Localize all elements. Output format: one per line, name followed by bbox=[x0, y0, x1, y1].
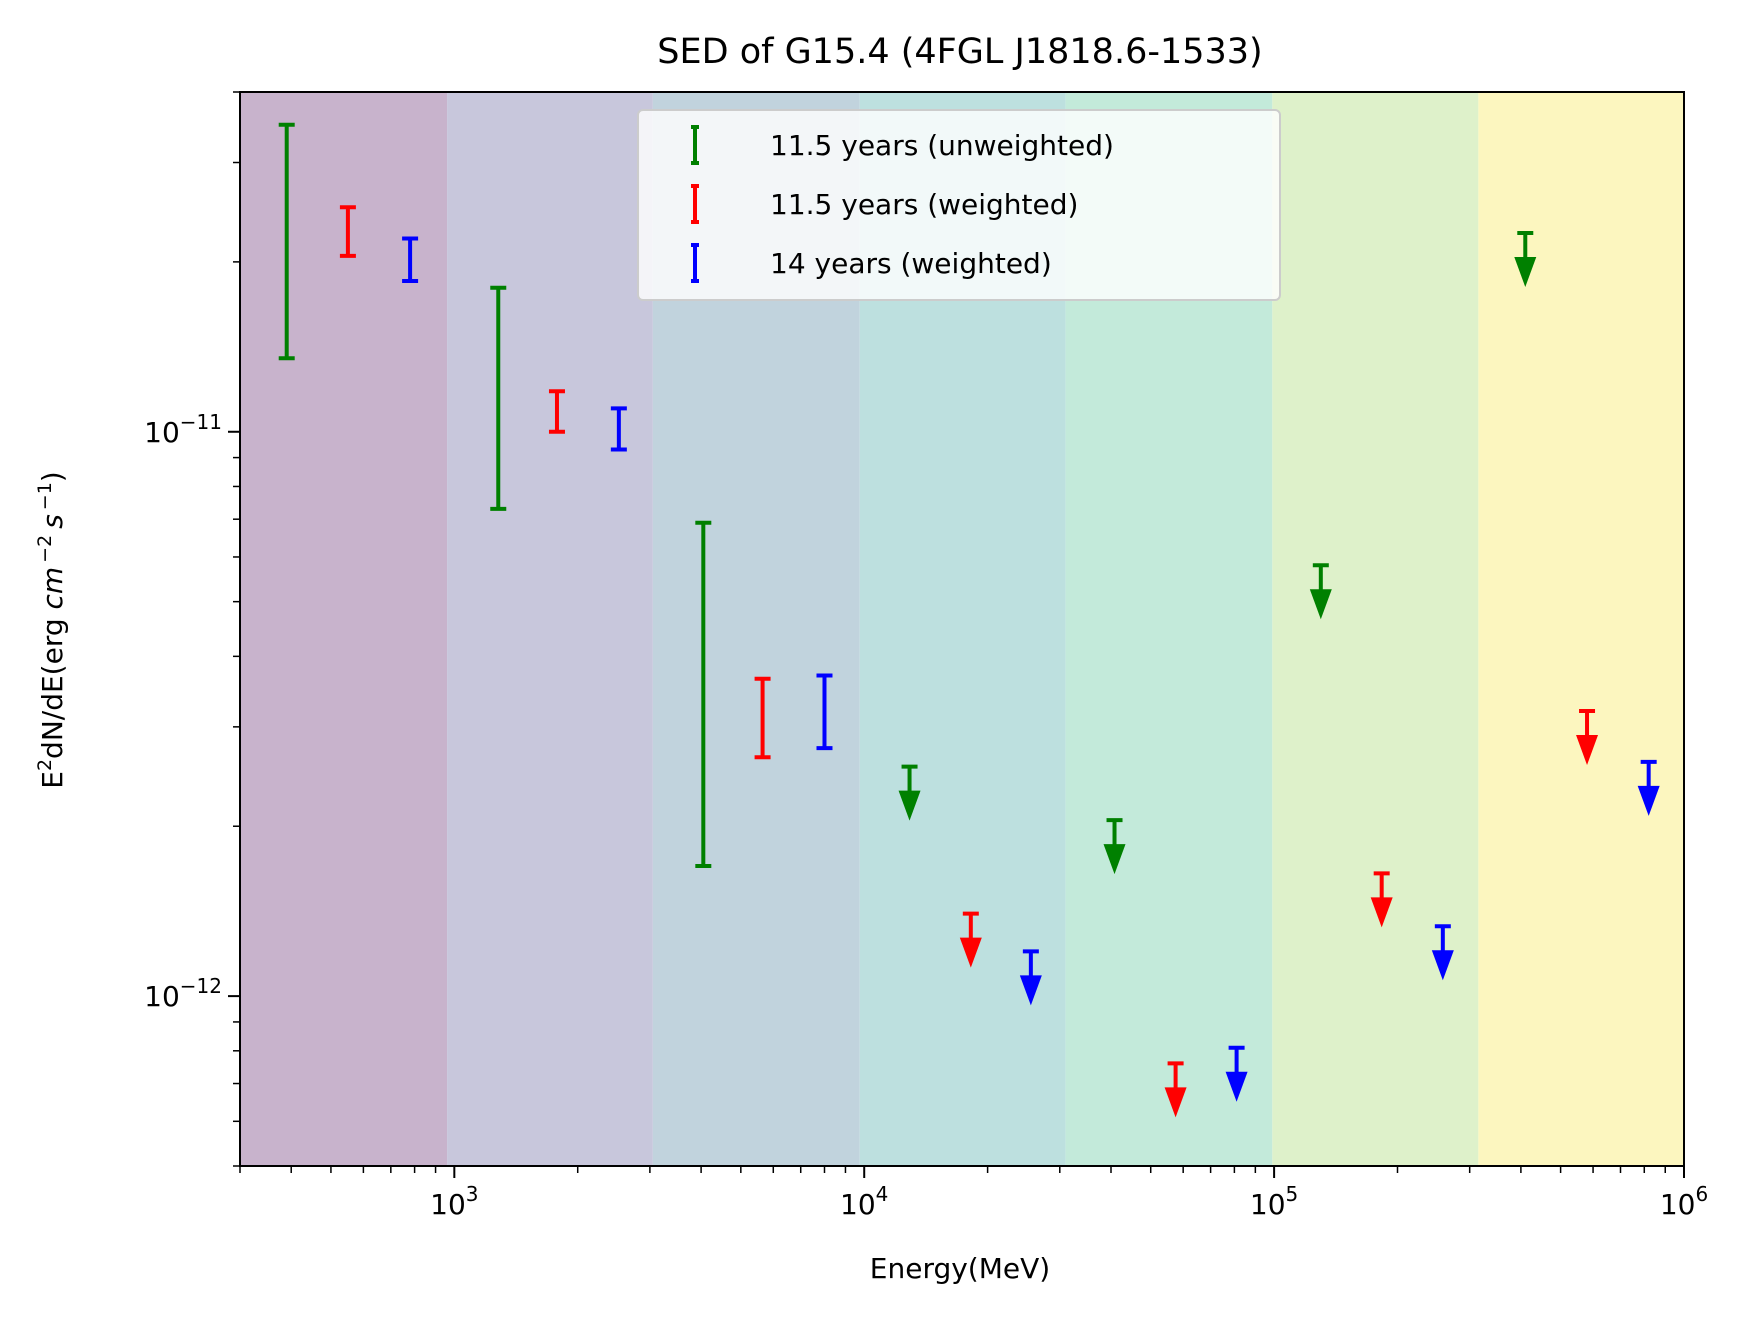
x-tick-labels: 103 104 105 106 bbox=[430, 1182, 1708, 1221]
legend-item-3: 14 years (weighted) bbox=[691, 243, 1052, 283]
upper-limit-arrowhead bbox=[1431, 950, 1454, 981]
y-tick-base: 10 bbox=[144, 416, 180, 449]
legend-items: 11.5 years (unweighted) 11.5 years (weigh… bbox=[691, 125, 1114, 283]
series-3-upper-limit bbox=[1225, 1045, 1248, 1102]
series-2-upper-limit bbox=[959, 911, 982, 968]
y-axis-label: E2dN/dE(erg cm −2 s −1) bbox=[34, 471, 69, 789]
minor-ticks bbox=[233, 91, 1666, 1173]
series-3-errorbar bbox=[402, 236, 419, 283]
legend-label: 11.5 years (weighted) bbox=[770, 188, 1078, 221]
series-2-errorbar bbox=[754, 676, 771, 760]
upper-limit-arrowhead bbox=[959, 937, 982, 968]
series-2-upper-limit bbox=[1370, 871, 1393, 928]
series-2-upper-limit bbox=[1164, 1061, 1187, 1118]
upper-limit-arrowhead bbox=[898, 790, 921, 821]
y-label-rest: dN/dE(erg bbox=[36, 609, 69, 758]
x-tick-label: 105 bbox=[1250, 1182, 1298, 1221]
series-1-errorbar bbox=[278, 122, 295, 361]
series-3-errorbar bbox=[610, 406, 627, 452]
upper-limit-arrowhead bbox=[1164, 1087, 1187, 1118]
series-3-errorbar bbox=[816, 673, 833, 751]
data-marks bbox=[278, 122, 1660, 1118]
legend: 11.5 years (unweighted) 11.5 years (weigh… bbox=[637, 109, 1281, 301]
x-tick-base: 10 bbox=[1250, 1188, 1286, 1221]
upper-limit-arrowhead bbox=[1103, 844, 1126, 875]
legend-item-1: 11.5 years (unweighted) bbox=[691, 125, 1114, 165]
y-tick-label: 10−12 bbox=[144, 974, 222, 1013]
legend-item-2: 11.5 years (weighted) bbox=[691, 184, 1078, 224]
upper-limit-arrowhead bbox=[1370, 897, 1393, 928]
y-label-close: ) bbox=[36, 471, 69, 482]
series-3-upper-limit bbox=[1431, 924, 1454, 981]
y-label-cm: cm bbox=[36, 567, 69, 610]
energy-band-2 bbox=[447, 92, 653, 1166]
energy-band-7 bbox=[1478, 92, 1684, 1166]
series-1-upper-limit bbox=[898, 764, 921, 821]
x-tick-exp: 5 bbox=[1286, 1182, 1299, 1206]
x-tick-base: 10 bbox=[1660, 1188, 1696, 1221]
legend-label: 11.5 years (unweighted) bbox=[770, 129, 1114, 162]
series-2-errorbar bbox=[548, 389, 565, 434]
y-label-s: s bbox=[36, 514, 69, 529]
series-1-upper-limit bbox=[1103, 818, 1126, 875]
series-1-upper-limit bbox=[1514, 231, 1537, 288]
y-tick-exp: −12 bbox=[180, 974, 222, 998]
series-1-errorbar bbox=[695, 520, 712, 869]
y-label-cm-exp: −2 bbox=[34, 535, 56, 563]
legend-label: 14 years (weighted) bbox=[770, 247, 1052, 280]
energy-band-6 bbox=[1272, 92, 1479, 1166]
series-3-upper-limit bbox=[1019, 949, 1042, 1006]
x-tick-label: 104 bbox=[840, 1182, 888, 1221]
x-tick-label: 103 bbox=[430, 1182, 478, 1221]
series-2-upper-limit bbox=[1576, 709, 1599, 766]
series-1-upper-limit bbox=[1309, 563, 1332, 620]
series-1-errorbar bbox=[490, 285, 507, 511]
y-tick-label: 10−11 bbox=[144, 410, 222, 449]
x-tick-label: 106 bbox=[1660, 1182, 1708, 1221]
y-tick-base: 10 bbox=[144, 980, 180, 1013]
major-ticks bbox=[228, 430, 1685, 1178]
series-3-upper-limit bbox=[1637, 759, 1660, 816]
y-tick-exp: −11 bbox=[180, 410, 222, 434]
x-tick-base: 10 bbox=[840, 1188, 876, 1221]
upper-limit-arrowhead bbox=[1019, 975, 1042, 1006]
legend-box bbox=[637, 109, 1281, 301]
y-label-s-exp: −1 bbox=[34, 482, 56, 510]
chart-title: SED of G15.4 (4FGL J1818.6-1533) bbox=[657, 32, 1262, 72]
x-tick-base: 10 bbox=[430, 1188, 466, 1221]
upper-limit-arrowhead bbox=[1225, 1071, 1248, 1102]
y-label-main: E bbox=[36, 771, 69, 789]
x-axis-label: Energy(MeV) bbox=[870, 1252, 1050, 1285]
series-2-errorbar bbox=[339, 205, 356, 258]
upper-limit-arrowhead bbox=[1514, 257, 1537, 288]
upper-limit-arrowhead bbox=[1637, 785, 1660, 816]
upper-limit-arrowhead bbox=[1576, 735, 1599, 766]
plot-frame bbox=[239, 91, 1685, 1167]
x-tick-exp: 6 bbox=[1695, 1182, 1708, 1206]
upper-limit-arrowhead bbox=[1309, 589, 1332, 620]
x-tick-exp: 3 bbox=[466, 1182, 479, 1206]
y-label-sup: 2 bbox=[34, 759, 56, 771]
x-tick-exp: 4 bbox=[876, 1182, 889, 1206]
energy-band-1 bbox=[240, 92, 448, 1166]
